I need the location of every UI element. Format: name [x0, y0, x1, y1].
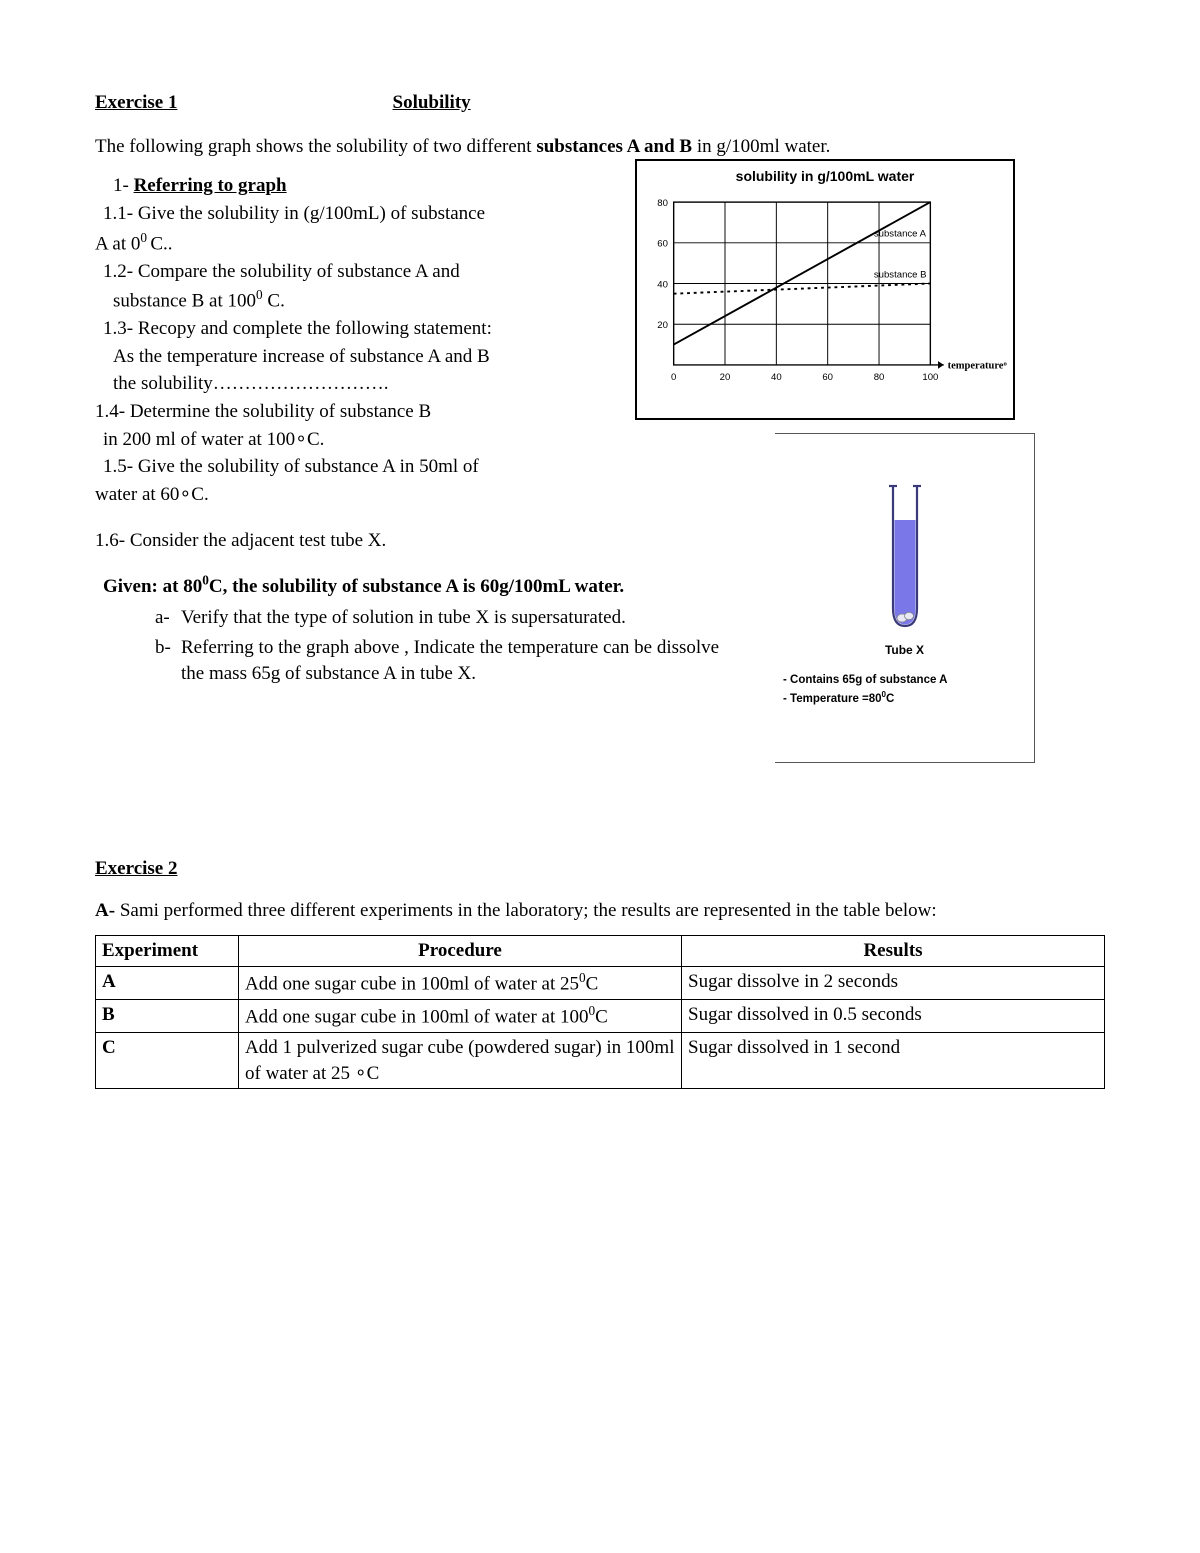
q1-4-line2: in 200 ml of water at 100∘C.: [103, 427, 615, 453]
solubility-chart: solubility in g/100mL water 0 20 40 60 80 100…: [635, 159, 1015, 420]
cell-result: Sugar dissolved in 0.5 seconds: [682, 1000, 1105, 1033]
cell-procedure: Add one sugar cube in 100ml of water at …: [239, 1000, 682, 1033]
ex2-intro-bold: A-: [95, 900, 115, 921]
cell-result: Sugar dissolved in 1 second: [682, 1033, 1105, 1089]
svg-text:40: 40: [657, 280, 668, 291]
test-tube-icon: [881, 480, 929, 630]
exercise2-intro: A- Sami performed three different experi…: [95, 898, 1105, 924]
marker-b: b-: [155, 635, 181, 686]
th-results: Results: [682, 936, 1105, 967]
svg-text:temperatureoC: temperatureoC: [948, 360, 1007, 372]
tube-info: - Contains 65g of substance A - Temperat…: [783, 672, 1034, 708]
table-row: CAdd 1 pulverized sugar cube (powdered s…: [96, 1033, 1105, 1089]
cell-procedure: Add 1 pulverized sugar cube (powdered su…: [239, 1033, 682, 1089]
table-header-row: Experiment Procedure Results: [96, 936, 1105, 967]
q1-4-line1: 1.4- Determine the solubility of substan…: [95, 399, 615, 425]
table-row: BAdd one sugar cube in 100ml of water at…: [96, 1000, 1105, 1033]
exercise2-title: Exercise 2: [95, 856, 1105, 882]
q1-3-line3: the solubility……………………….: [113, 371, 615, 397]
q1-2-line2: substance B at 1000 C.: [113, 286, 615, 314]
intro-text-b: in g/100ml water.: [692, 136, 830, 157]
section1-prefix: 1-: [113, 175, 134, 196]
cell-experiment: A: [96, 967, 239, 1000]
cell-procedure: Add one sugar cube in 100ml of water at …: [239, 967, 682, 1000]
chart-svg: 0 20 40 60 80 100 20 40 60 80 substance A substance…: [643, 190, 1007, 400]
exercise1-header: Exercise 1 Solubility: [95, 90, 1105, 116]
exercise1-topic: Solubility: [393, 90, 471, 116]
tube-label: Tube X: [775, 642, 1034, 658]
sub-question-list: a- Verify that the type of solution in t…: [155, 605, 735, 686]
svg-text:80: 80: [657, 198, 668, 209]
svg-text:0: 0: [671, 372, 676, 383]
section1-heading-text: Referring to graph: [134, 175, 287, 196]
q1-5-line2: water at 60∘C.: [95, 482, 615, 508]
svg-text:20: 20: [657, 320, 668, 331]
cell-experiment: C: [96, 1033, 239, 1089]
sub-a: a- Verify that the type of solution in t…: [155, 605, 735, 631]
svg-text:100: 100: [922, 372, 938, 383]
marker-a: a-: [155, 605, 181, 631]
svg-text:60: 60: [657, 239, 668, 250]
results-table: Experiment Procedure Results AAdd one su…: [95, 935, 1105, 1089]
intro-text-a: The following graph shows the solubility…: [95, 136, 536, 157]
q1-1-line2: A at 00 C..: [95, 229, 615, 257]
svg-text:20: 20: [720, 372, 731, 383]
th-experiment: Experiment: [96, 936, 239, 967]
exercise1-intro: The following graph shows the solubility…: [95, 134, 1105, 160]
questions-left-column: 1- Referring to graph 1.1- Give the solu…: [95, 173, 615, 507]
chart-title: solubility in g/100mL water: [643, 167, 1007, 186]
q1-1-line1: 1.1- Give the solubility in (g/100mL) of…: [103, 201, 615, 227]
q1-5-line1: 1.5- Give the solubility of substance A …: [103, 454, 615, 480]
intro-text-bold: substances A and B: [536, 136, 692, 157]
ex2-intro-text: Sami performed three different experimen…: [115, 900, 937, 921]
th-procedure: Procedure: [239, 936, 682, 967]
section-1: 1- Referring to graph 1.1- Give the solu…: [95, 173, 1105, 686]
section1-heading: 1- Referring to graph: [113, 173, 615, 199]
exercise2: Exercise 2 A- Sami performed three diffe…: [95, 856, 1105, 1089]
svg-text:40: 40: [771, 372, 782, 383]
exercise1-title: Exercise 1: [95, 90, 178, 116]
tube-panel: Tube X - Contains 65g of substance A - T…: [775, 433, 1035, 763]
tube-info-line1: - Contains 65g of substance A: [783, 672, 1034, 689]
table-row: AAdd one sugar cube in 100ml of water at…: [96, 967, 1105, 1000]
q1-3-line2: As the temperature increase of substance…: [113, 344, 615, 370]
svg-text:substance B: substance B: [874, 270, 927, 281]
svg-text:60: 60: [822, 372, 833, 383]
sub-a-text: Verify that the type of solution in tube…: [181, 605, 626, 631]
q1-3-line1: 1.3- Recopy and complete the following s…: [103, 316, 615, 342]
sub-b-text: Referring to the graph above , Indicate …: [181, 635, 735, 686]
cell-result: Sugar dissolve in 2 seconds: [682, 967, 1105, 1000]
svg-text:80: 80: [874, 372, 885, 383]
q1-2-line1: 1.2- Compare the solubility of substance…: [103, 259, 615, 285]
svg-text:substance A: substance A: [874, 229, 927, 240]
cell-experiment: B: [96, 1000, 239, 1033]
tube-info-line2: - Temperature =800C: [783, 689, 1034, 708]
sub-b: b- Referring to the graph above , Indica…: [155, 635, 735, 686]
